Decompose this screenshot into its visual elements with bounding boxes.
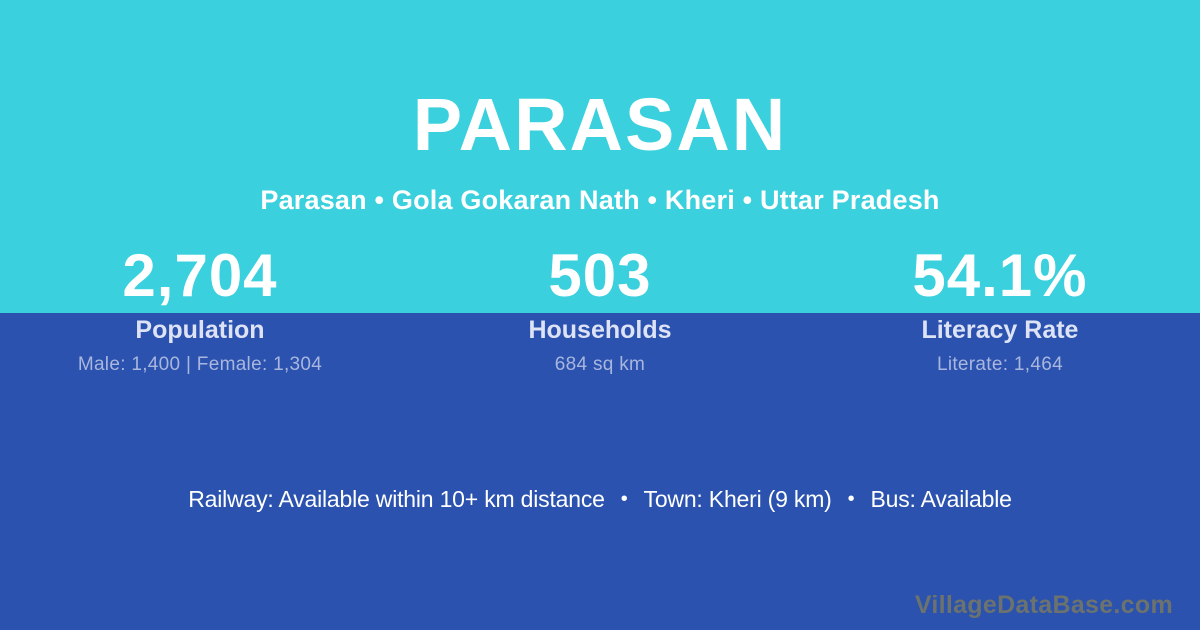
top-background-band (0, 0, 1200, 313)
households-label: Households (528, 316, 672, 344)
fact-town: Town: Kheri (9 km) (643, 486, 832, 512)
households-detail: 684 sq km (554, 354, 646, 375)
population-value: 2,704 (122, 242, 278, 309)
bullet-separator: • (620, 488, 628, 510)
facts-line: Railway: Available within 10+ km distanc… (0, 484, 1200, 514)
fact-bus: Bus: Available (870, 486, 1012, 512)
stat-literacy-rate: 54.1% Literacy Rate Literate: 1,464 (800, 246, 1200, 377)
bullet-separator: • (847, 488, 855, 510)
fact-railway: Railway: Available within 10+ km distanc… (188, 486, 605, 512)
watermark: VillageDataBase.com (914, 591, 1173, 619)
village-title: PARASAN (412, 83, 788, 166)
literacy-rate-value: 54.1% (912, 242, 1088, 309)
stat-households: 503 Households 684 sq km (400, 246, 800, 377)
population-label: Population (135, 316, 265, 344)
literacy-rate-detail: Literate: 1,464 (936, 354, 1063, 375)
stat-population: 2,704 Population Male: 1,400 | Female: 1… (0, 246, 400, 377)
stats-row: 2,704 Population Male: 1,400 | Female: 1… (0, 246, 1200, 377)
population-detail: Male: 1,400 | Female: 1,304 (77, 354, 323, 375)
location-breadcrumb: Parasan • Gola Gokaran Nath • Kheri • Ut… (260, 185, 940, 215)
literacy-rate-label: Literacy Rate (921, 316, 1079, 344)
households-value: 503 (548, 242, 652, 309)
